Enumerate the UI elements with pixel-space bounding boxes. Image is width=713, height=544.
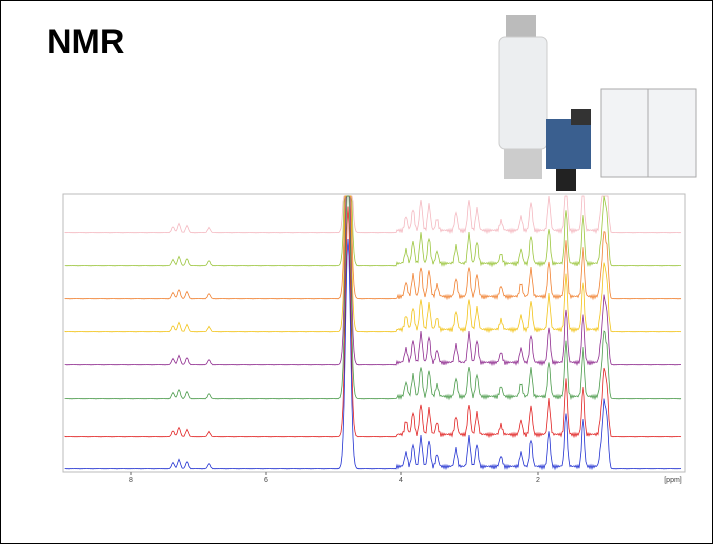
spectrum-trace — [64, 195, 682, 268]
x-tick-label: 4 — [399, 477, 403, 484]
x-tick-label: 8 — [129, 477, 133, 484]
spectrum-frame — [62, 193, 686, 473]
spectra-traces — [64, 195, 682, 471]
spectrum-trace — [64, 195, 682, 235]
console — [546, 119, 591, 169]
monitor — [571, 109, 591, 125]
spectrum-trace — [64, 195, 682, 334]
x-tick-label: 6 — [264, 477, 268, 484]
spectrum-trace — [64, 206, 682, 439]
spectrum-trace — [64, 195, 682, 401]
x-tick-label: 2 — [536, 477, 540, 484]
magnet-body — [498, 36, 548, 150]
spectrum-axis: 8 6 4 2 [ppm] — [129, 472, 682, 484]
x-axis-unit: [ppm] — [664, 477, 682, 484]
computer — [556, 169, 576, 191]
spectrum-trace — [64, 195, 682, 301]
slide-title: NMR — [47, 23, 125, 61]
spectrum-trace — [64, 195, 682, 367]
spectrum-trace — [64, 238, 682, 471]
magnet-base — [504, 149, 542, 179]
magnet-top — [506, 15, 536, 37]
nmr-machine-illustration — [498, 15, 697, 191]
